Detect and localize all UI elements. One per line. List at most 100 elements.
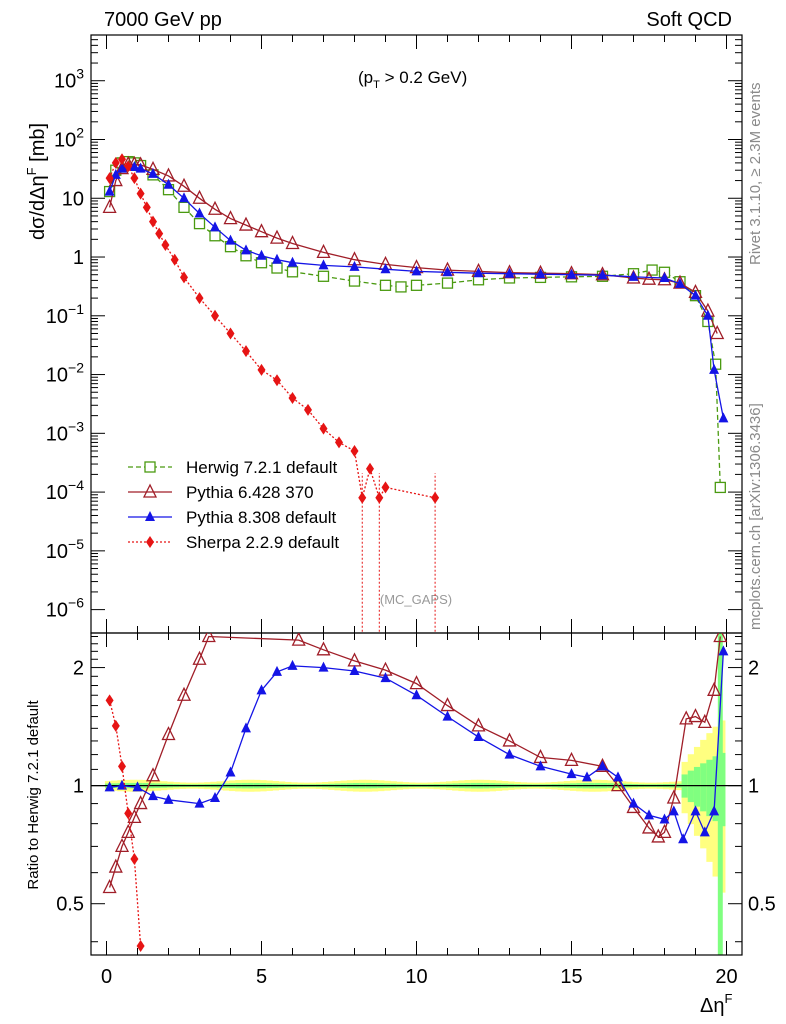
point-pythia6 [657, 823, 672, 839]
point-herwig [646, 264, 658, 276]
point-sherpa [366, 462, 374, 475]
point-pythia8 [678, 833, 689, 844]
point-pythia6 [679, 710, 694, 725]
point-herwig [379, 279, 392, 291]
point-pythia8 [442, 710, 453, 721]
y-tick-label: 10−6 [46, 595, 84, 622]
point-sherpa [211, 309, 219, 322]
point-sherpa [319, 422, 328, 435]
point-pythia6 [238, 216, 254, 231]
point-pythia6 [176, 177, 192, 192]
point-pythia8 [194, 207, 205, 218]
series-pythia6 [102, 633, 728, 894]
point-pythia8 [256, 684, 267, 695]
point-pythia6 [316, 641, 331, 656]
point-sherpa [288, 391, 297, 404]
main-y-label: dσ/dΔηF [mb] [24, 123, 49, 240]
legend-label-pythia6: Pythia 6.428 370 [186, 483, 314, 502]
series-sherpa [105, 694, 145, 953]
point-pythia8 [473, 731, 484, 742]
point-pythia6 [697, 713, 712, 728]
point-sherpa [111, 719, 120, 732]
line-pythia8 [109, 651, 725, 841]
point-pythia8 [225, 766, 236, 777]
point-pythia8 [582, 771, 592, 782]
point-pythia8 [380, 263, 391, 274]
legend-marker-herwig [144, 461, 156, 473]
point-pythia8 [442, 266, 453, 277]
point-pythia8 [287, 256, 298, 267]
ratio-y-tick-label-right: 0.5 [748, 894, 776, 916]
point-pythia8 [690, 289, 701, 300]
point-pythia6 [192, 650, 207, 665]
ratio-y-tick-label: 1 [73, 776, 84, 798]
point-pythia6 [201, 633, 216, 643]
point-pythia6 [502, 732, 517, 747]
point-sherpa [381, 481, 390, 494]
ratio-y-tick-label: 0.5 [56, 894, 84, 916]
point-sherpa [304, 403, 312, 416]
point-sherpa [105, 172, 114, 185]
point-pythia8 [411, 265, 422, 276]
point-sherpa [335, 436, 343, 449]
point-pythia8 [718, 412, 729, 423]
point-pythia8 [702, 309, 713, 320]
point-herwig [714, 481, 726, 494]
point-herwig [271, 262, 283, 274]
point-pythia8 [135, 162, 146, 173]
point-pythia8 [644, 809, 654, 820]
point-herwig [348, 275, 361, 287]
legend-label-pythia8: Pythia 8.308 default [186, 508, 337, 527]
y-tick-label: 103 [54, 66, 84, 93]
point-pythia6 [688, 708, 703, 723]
x-tick-label: 0 [101, 966, 112, 988]
point-pythia8 [349, 665, 360, 676]
point-pythia8 [104, 781, 115, 792]
point-pythia8 [318, 661, 329, 672]
ratio-y-tick-label-right: 1 [748, 776, 759, 798]
y-tick-label: 10−2 [46, 360, 84, 387]
point-sherpa [136, 187, 145, 200]
point-pythia8 [163, 178, 174, 189]
point-pythia6 [269, 229, 285, 244]
point-herwig [178, 201, 190, 214]
point-sherpa [226, 327, 235, 340]
point-sherpa [118, 760, 126, 773]
point-pythia8 [709, 363, 720, 374]
line-sherpa [108, 158, 436, 500]
point-pythia8 [129, 161, 140, 172]
point-sherpa [431, 491, 440, 504]
point-sherpa [358, 491, 367, 504]
point-pythia8 [318, 259, 329, 270]
x-tick-label: 15 [560, 966, 582, 988]
point-herwig [209, 230, 221, 242]
point-pythia8 [473, 267, 484, 278]
point-pythia6 [176, 686, 192, 701]
ratio-y-tick-label: 2 [73, 658, 84, 680]
x-tick-label: 20 [715, 966, 737, 988]
point-pythia6 [161, 726, 176, 741]
line-sherpa [108, 700, 142, 947]
point-pythia8 [668, 805, 679, 816]
point-sherpa [142, 201, 151, 214]
point-pythia6 [595, 266, 610, 281]
point-pythia8 [675, 277, 685, 288]
point-sherpa [105, 694, 114, 707]
point-pythia6 [114, 837, 130, 853]
point-pythia6 [133, 795, 148, 810]
analysis-tag: (MC_GAPS) [380, 592, 452, 607]
point-pythia8 [380, 672, 391, 683]
point-sherpa [124, 807, 133, 820]
point-pythia8 [597, 269, 608, 280]
y-tick-label: 10−5 [46, 536, 84, 563]
point-pythia8 [709, 805, 720, 816]
point-pythia8 [411, 689, 422, 700]
point-pythia8 [718, 645, 729, 656]
point-pythia8 [628, 270, 639, 281]
point-pythia6 [409, 675, 424, 690]
point-sherpa [195, 292, 204, 305]
sherpa-error-bars [361, 473, 436, 633]
x-tick-label: 5 [256, 966, 267, 988]
y-tick-label: 10−1 [46, 301, 84, 328]
